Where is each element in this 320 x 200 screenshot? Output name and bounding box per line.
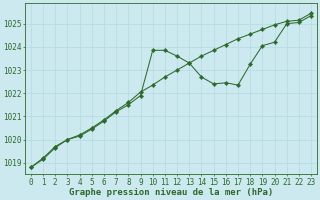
- X-axis label: Graphe pression niveau de la mer (hPa): Graphe pression niveau de la mer (hPa): [69, 188, 273, 197]
